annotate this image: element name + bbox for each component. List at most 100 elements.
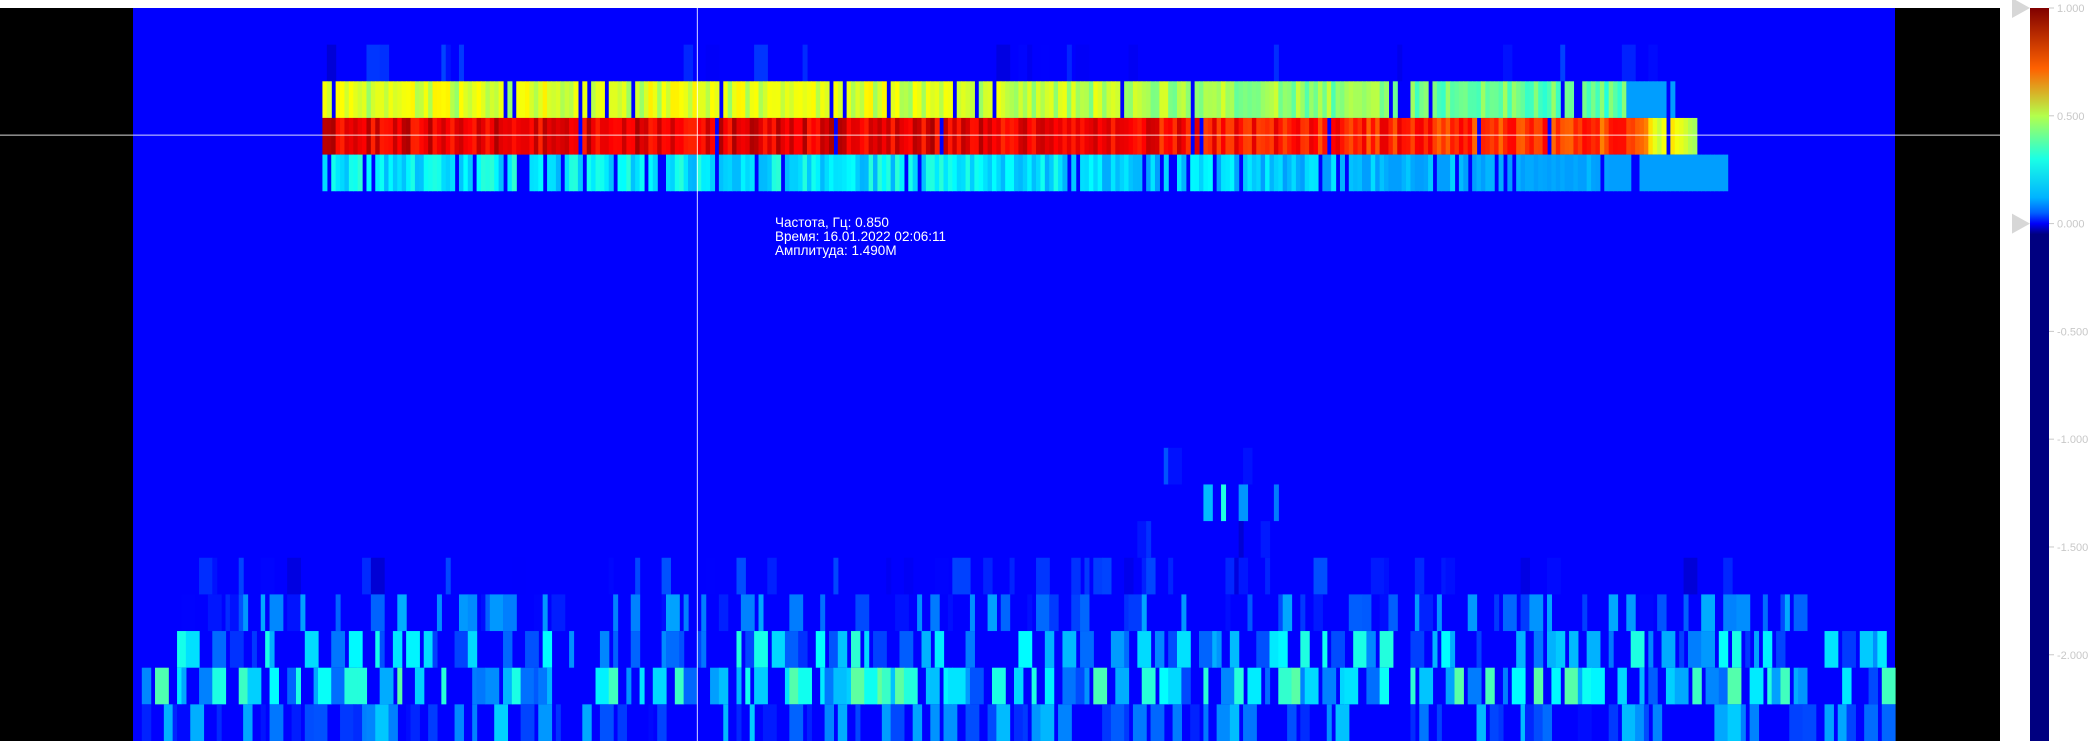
heatmap-cell — [1524, 704, 1535, 741]
heatmap-cell — [1410, 667, 1416, 705]
heatmap-cell — [1331, 631, 1345, 668]
heatmap-cell — [1049, 117, 1055, 155]
heatmap-cell — [1366, 667, 1381, 705]
heatmap-cell — [1326, 154, 1332, 192]
heatmap-cell — [1234, 154, 1240, 192]
heatmap-cell — [965, 631, 975, 668]
heatmap-cell — [1146, 557, 1156, 595]
heatmap-cell — [525, 117, 531, 155]
heatmap-cell — [1476, 154, 1482, 192]
heatmap-cell — [820, 154, 826, 192]
heatmap-cell — [789, 704, 804, 741]
heatmap-cell — [432, 154, 438, 192]
heatmap-cell — [1582, 667, 1592, 705]
heatmap-cell — [1062, 154, 1068, 192]
heatmap-cell — [1071, 81, 1077, 118]
colorbar-max-marker[interactable] — [2012, 0, 2030, 18]
heatmap-cell — [476, 154, 482, 192]
heatmap-cell — [978, 117, 984, 155]
heatmap-cell — [930, 594, 940, 632]
heatmap-cell — [758, 594, 764, 632]
heatmap-cell — [736, 117, 742, 155]
heatmap-cell — [1080, 154, 1086, 192]
heatmap-cell — [705, 44, 720, 82]
heatmap-cell — [1560, 117, 1566, 155]
heatmap-cell — [912, 154, 918, 192]
heatmap-cell — [1172, 704, 1182, 741]
heatmap-cell — [1630, 117, 1636, 155]
heatmap-cell — [1577, 667, 1583, 705]
heatmap-cell — [529, 81, 535, 118]
heatmap-cell — [362, 704, 368, 741]
heatmap-cell — [212, 631, 227, 668]
heatmap-cell — [485, 154, 491, 192]
heatmap-cell — [679, 631, 685, 668]
heatmap-cell — [353, 117, 359, 155]
colorbar[interactable]: 1.000 0.500 0.000 -0.500 -1.000 -1.500 -2.000 — [2012, 0, 2088, 741]
heatmap-cell — [1212, 631, 1218, 668]
colorbar-min-marker[interactable] — [2012, 213, 2030, 234]
heatmap-cell — [1128, 81, 1134, 118]
heatmap-cell — [555, 154, 561, 192]
heatmap-cell — [767, 557, 777, 595]
heatmap-cell — [1009, 154, 1015, 192]
heatmap-cell — [815, 81, 821, 118]
heatmap-cell — [683, 154, 689, 192]
heatmap-cell — [569, 81, 575, 118]
heatmap-cell — [1339, 154, 1345, 192]
heatmap-cell — [613, 594, 619, 632]
heatmap-cell — [1265, 81, 1271, 118]
heatmap-cell — [1353, 117, 1359, 155]
heatmap-cell — [617, 154, 623, 192]
heatmap-cell — [238, 594, 244, 632]
heatmap-cell — [1146, 117, 1152, 155]
heatmap-cell — [956, 557, 971, 595]
heatmap-cell — [1494, 594, 1500, 632]
heatmap-cell — [1450, 117, 1456, 155]
heatmap-cell — [1018, 44, 1028, 82]
heatmap-cell — [1225, 117, 1231, 155]
colorbar-tick-label: 1.000 — [2057, 3, 2085, 15]
heatmap-cell — [1062, 81, 1068, 118]
heatmap-cell — [494, 704, 509, 741]
heatmap-cell — [538, 667, 548, 705]
heatmap-cell — [789, 154, 795, 192]
heatmap-cell — [172, 704, 178, 741]
heatmap-cell — [837, 81, 843, 118]
heatmap-cell — [1467, 667, 1482, 705]
heatmap-cell — [1357, 81, 1363, 118]
heatmap-cell — [674, 154, 680, 192]
heatmap-cell — [335, 81, 341, 118]
heatmap-cell — [1533, 704, 1544, 741]
heatmap-cell — [1648, 667, 1658, 705]
heatmap-cell — [767, 154, 773, 192]
heatmap-cell — [1009, 557, 1015, 595]
heatmap-cell — [291, 704, 301, 741]
heatmap-cell — [1260, 154, 1266, 192]
heatmap-cell — [798, 667, 812, 705]
heatmap-cell — [1110, 631, 1125, 668]
heatmap-cell — [384, 117, 390, 155]
heatmap-cell — [326, 44, 337, 82]
heatmap-cell — [1172, 81, 1178, 118]
heatmap-cell — [851, 154, 857, 192]
heatmap-cell — [458, 594, 469, 632]
heatmap-cell — [1154, 154, 1160, 192]
heatmap-cell — [934, 81, 940, 118]
heatmap-cell — [1176, 81, 1182, 118]
heatmap-cell — [943, 117, 949, 155]
heatmap-cell — [485, 117, 491, 155]
heatmap-cell — [1533, 81, 1539, 118]
heatmap-cell — [595, 667, 610, 705]
heatmap-cell — [1093, 154, 1099, 192]
heatmap-cell — [436, 81, 442, 118]
heatmap-cell — [630, 154, 636, 192]
heatmap-cell — [445, 81, 451, 118]
heatmap-cell — [397, 594, 407, 632]
heatmap-cell — [1141, 81, 1147, 118]
heatmap-cell — [1005, 117, 1011, 155]
heatmap-cell — [1864, 704, 1878, 741]
heatmap-cell — [670, 81, 676, 118]
